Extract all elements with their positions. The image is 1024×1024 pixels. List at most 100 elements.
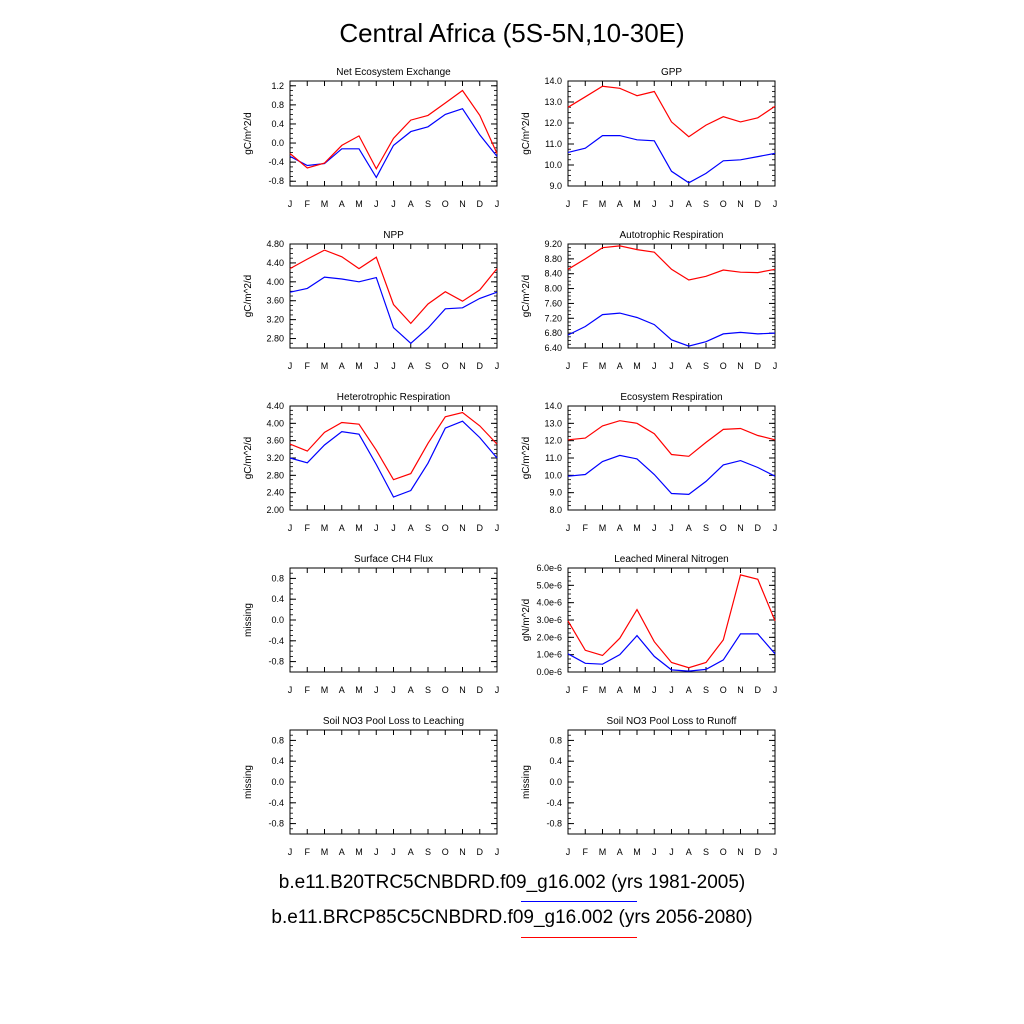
x-tick-label: O <box>720 199 727 209</box>
y-tick-label: 3.60 <box>266 436 284 446</box>
page-title: Central Africa (5S-5N,10-30E) <box>339 18 685 48</box>
x-tick-label: M <box>599 199 607 209</box>
x-tick-label: J <box>495 361 500 371</box>
x-tick-label: J <box>652 847 657 857</box>
y-tick-label: -0.8 <box>268 657 284 667</box>
x-tick-label: J <box>495 847 500 857</box>
y-tick-label: 7.20 <box>544 313 562 323</box>
x-tick-label: N <box>459 685 466 695</box>
y-tick-label: 11.0 <box>545 139 562 149</box>
y-axis-label: missing <box>521 765 532 799</box>
x-tick-label: S <box>425 523 431 533</box>
y-axis-label: gC/m^2/d <box>521 437 532 480</box>
y-tick-label: 10.0 <box>544 160 562 170</box>
x-tick-label: J <box>391 199 396 209</box>
x-tick-label: F <box>305 685 311 695</box>
x-tick-label: A <box>408 847 414 857</box>
x-tick-label: D <box>755 199 762 209</box>
x-tick-label: O <box>442 361 449 371</box>
x-tick-label: A <box>617 361 623 371</box>
y-tick-label: -0.8 <box>268 819 284 829</box>
x-tick-label: J <box>391 685 396 695</box>
x-tick-label: J <box>374 523 379 533</box>
x-tick-label: J <box>652 199 657 209</box>
x-tick-label: A <box>408 523 414 533</box>
x-tick-label: J <box>288 361 293 371</box>
y-tick-label: 3.60 <box>266 296 284 306</box>
series-line-2 <box>567 245 776 281</box>
x-tick-label: J <box>288 847 293 857</box>
x-tick-label: M <box>599 847 607 857</box>
y-tick-label: 4.00 <box>266 277 284 287</box>
y-tick-label: 4.00 <box>266 418 284 428</box>
x-tick-label: M <box>633 361 641 371</box>
x-tick-label: J <box>374 199 379 209</box>
series-line-1 <box>567 633 776 672</box>
x-tick-label: J <box>773 847 778 857</box>
x-tick-label: J <box>669 361 674 371</box>
plot-frame <box>567 729 776 835</box>
x-tick-label: A <box>408 199 414 209</box>
x-tick-label: D <box>477 361 484 371</box>
x-tick-label: J <box>391 361 396 371</box>
x-tick-label: O <box>442 685 449 695</box>
x-tick-label: J <box>669 847 674 857</box>
y-tick-label: 0.4 <box>271 594 284 604</box>
x-tick-label: J <box>652 361 657 371</box>
x-tick-label: D <box>477 199 484 209</box>
x-tick-label: O <box>442 199 449 209</box>
x-tick-label: S <box>703 361 709 371</box>
y-tick-label: 0.0 <box>271 615 284 625</box>
y-tick-label: 7.60 <box>544 298 562 308</box>
x-tick-label: M <box>321 523 329 533</box>
x-tick-label: J <box>495 199 500 209</box>
x-tick-label: J <box>374 361 379 371</box>
panel-title: Ecosystem Respiration <box>620 392 722 403</box>
x-tick-label: M <box>355 523 363 533</box>
x-tick-label: M <box>321 685 329 695</box>
series-line-1 <box>567 312 776 347</box>
y-tick-label: 11.0 <box>545 453 562 463</box>
y-tick-label: 0.4 <box>271 756 284 766</box>
x-tick-label: J <box>669 685 674 695</box>
x-tick-label: J <box>374 685 379 695</box>
x-tick-label: N <box>459 847 466 857</box>
x-tick-label: D <box>755 361 762 371</box>
y-axis-label: gC/m^2/d <box>243 275 254 318</box>
y-tick-label: 4.40 <box>266 258 284 268</box>
y-tick-label: 3.0e-6 <box>536 615 562 625</box>
x-tick-label: A <box>686 523 692 533</box>
x-tick-label: F <box>583 685 589 695</box>
x-tick-label: N <box>737 847 744 857</box>
y-tick-label: 2.80 <box>266 470 284 480</box>
y-tick-label: 4.0e-6 <box>536 598 562 608</box>
x-tick-label: D <box>755 523 762 533</box>
y-tick-label: 8.0 <box>549 505 562 515</box>
x-tick-label: A <box>339 361 345 371</box>
x-tick-label: J <box>566 199 571 209</box>
y-tick-label: 3.20 <box>266 453 284 463</box>
y-tick-label: -0.4 <box>268 157 284 167</box>
x-tick-label: J <box>669 199 674 209</box>
x-tick-label: J <box>495 685 500 695</box>
x-tick-label: F <box>305 199 311 209</box>
panel-title: Soil NO3 Pool Loss to Leaching <box>323 716 464 727</box>
panel-title: NPP <box>383 230 404 241</box>
y-tick-label: -0.8 <box>268 176 284 186</box>
x-tick-label: N <box>459 361 466 371</box>
y-tick-label: 8.80 <box>544 254 562 264</box>
x-tick-label: J <box>773 685 778 695</box>
x-tick-label: D <box>477 523 484 533</box>
x-tick-label: J <box>566 361 571 371</box>
y-tick-label: -0.4 <box>546 798 562 808</box>
x-tick-label: O <box>720 685 727 695</box>
y-tick-label: 0.8 <box>271 735 284 745</box>
x-tick-label: A <box>408 361 414 371</box>
x-tick-label: S <box>425 361 431 371</box>
